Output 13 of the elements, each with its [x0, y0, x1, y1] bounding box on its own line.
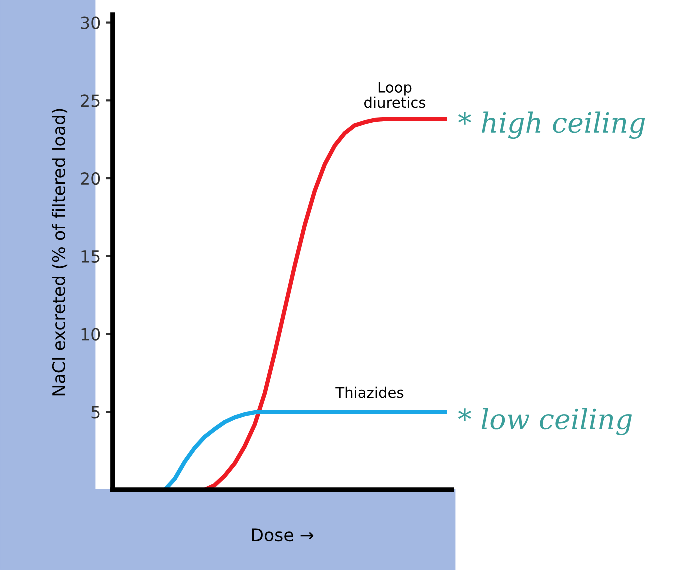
- y-tick-label: 25: [81, 94, 100, 108]
- line-series: [162, 410, 448, 490]
- text: * low ceiling: [458, 408, 632, 436]
- y-tick-label: 30: [81, 16, 100, 30]
- y-axis-title: NaCl excreted (% of filtered load): [52, 109, 68, 396]
- y-tick-label: 10: [82, 328, 100, 341]
- y-tick-label: 15: [82, 250, 100, 263]
- y-tick-label: 20: [81, 172, 100, 186]
- series-label: Loop diuretics: [364, 82, 426, 108]
- y-tick-label: 5: [92, 406, 100, 419]
- x-axis-title: Dose →: [252, 528, 314, 542]
- text: * high ceiling: [458, 112, 646, 140]
- series-label: Thiazides: [336, 386, 404, 398]
